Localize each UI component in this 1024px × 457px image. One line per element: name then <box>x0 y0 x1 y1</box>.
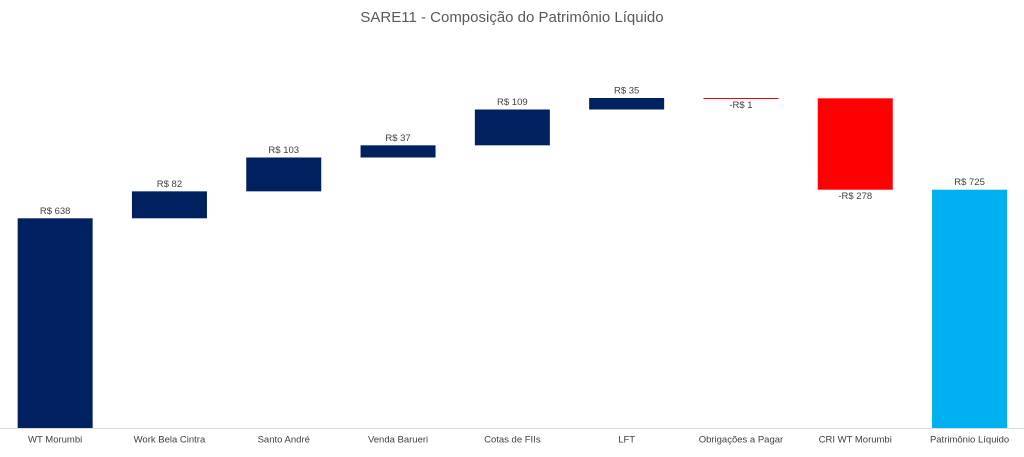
bar <box>589 98 665 110</box>
data-label: -R$ 1 <box>729 100 752 111</box>
data-label: -R$ 278 <box>838 191 872 202</box>
bar <box>360 145 436 158</box>
x-tick-label: Cotas de FIIs <box>484 435 541 446</box>
x-tick-label: Work Bela Cintra <box>134 435 206 446</box>
data-label: R$ 37 <box>385 133 410 144</box>
data-label: R$ 109 <box>497 97 528 108</box>
bar <box>17 218 93 428</box>
data-label: R$ 103 <box>268 145 299 156</box>
x-tick-label: Santo André <box>258 435 310 446</box>
x-tick-label: Venda Barueri <box>368 435 428 446</box>
data-label: R$ 638 <box>40 206 71 217</box>
data-label: R$ 82 <box>157 179 182 190</box>
x-tick-label: CRI WT Morumbi <box>819 435 892 446</box>
bar <box>131 191 207 219</box>
x-tick-label: Patrimônio Líquido <box>930 435 1009 446</box>
data-label: R$ 725 <box>954 177 985 188</box>
bar <box>703 98 779 99</box>
bar <box>474 109 550 146</box>
x-tick-label: LFT <box>618 435 635 446</box>
bar <box>817 98 893 190</box>
bar <box>246 157 322 192</box>
x-tick-label: WT Morumbi <box>28 435 82 446</box>
x-tick-label: Obrigações a Pagar <box>699 435 784 446</box>
chart-title: SARE11 - Composição do Patrimônio Líquid… <box>360 9 663 26</box>
bar <box>932 189 1008 428</box>
data-label: R$ 35 <box>614 86 639 97</box>
